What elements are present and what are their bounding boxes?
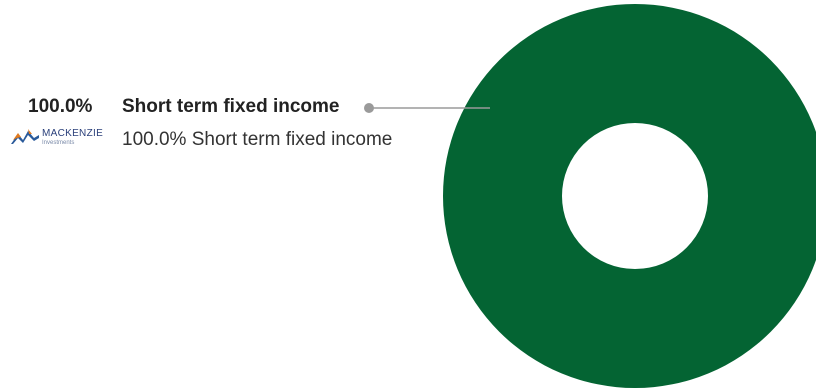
callout-percent-label: 100.0% — [28, 96, 93, 117]
logo-brand-name: MACKENZIE — [42, 128, 104, 139]
mackenzie-logo: MACKENZIE Investments — [10, 126, 110, 150]
callout-category-label: Short term fixed income — [122, 96, 340, 117]
donut-slices — [443, 4, 816, 388]
mackenzie-logo-icon — [11, 129, 39, 144]
legend-entry-label: 100.0% Short term fixed income — [122, 129, 393, 150]
logo-brand-sub: Investments — [42, 140, 75, 146]
donut-slice — [443, 4, 816, 388]
callout-leader-dot — [364, 103, 374, 113]
legend-row: MACKENZIE Investments 100.0% Short term … — [10, 126, 392, 150]
